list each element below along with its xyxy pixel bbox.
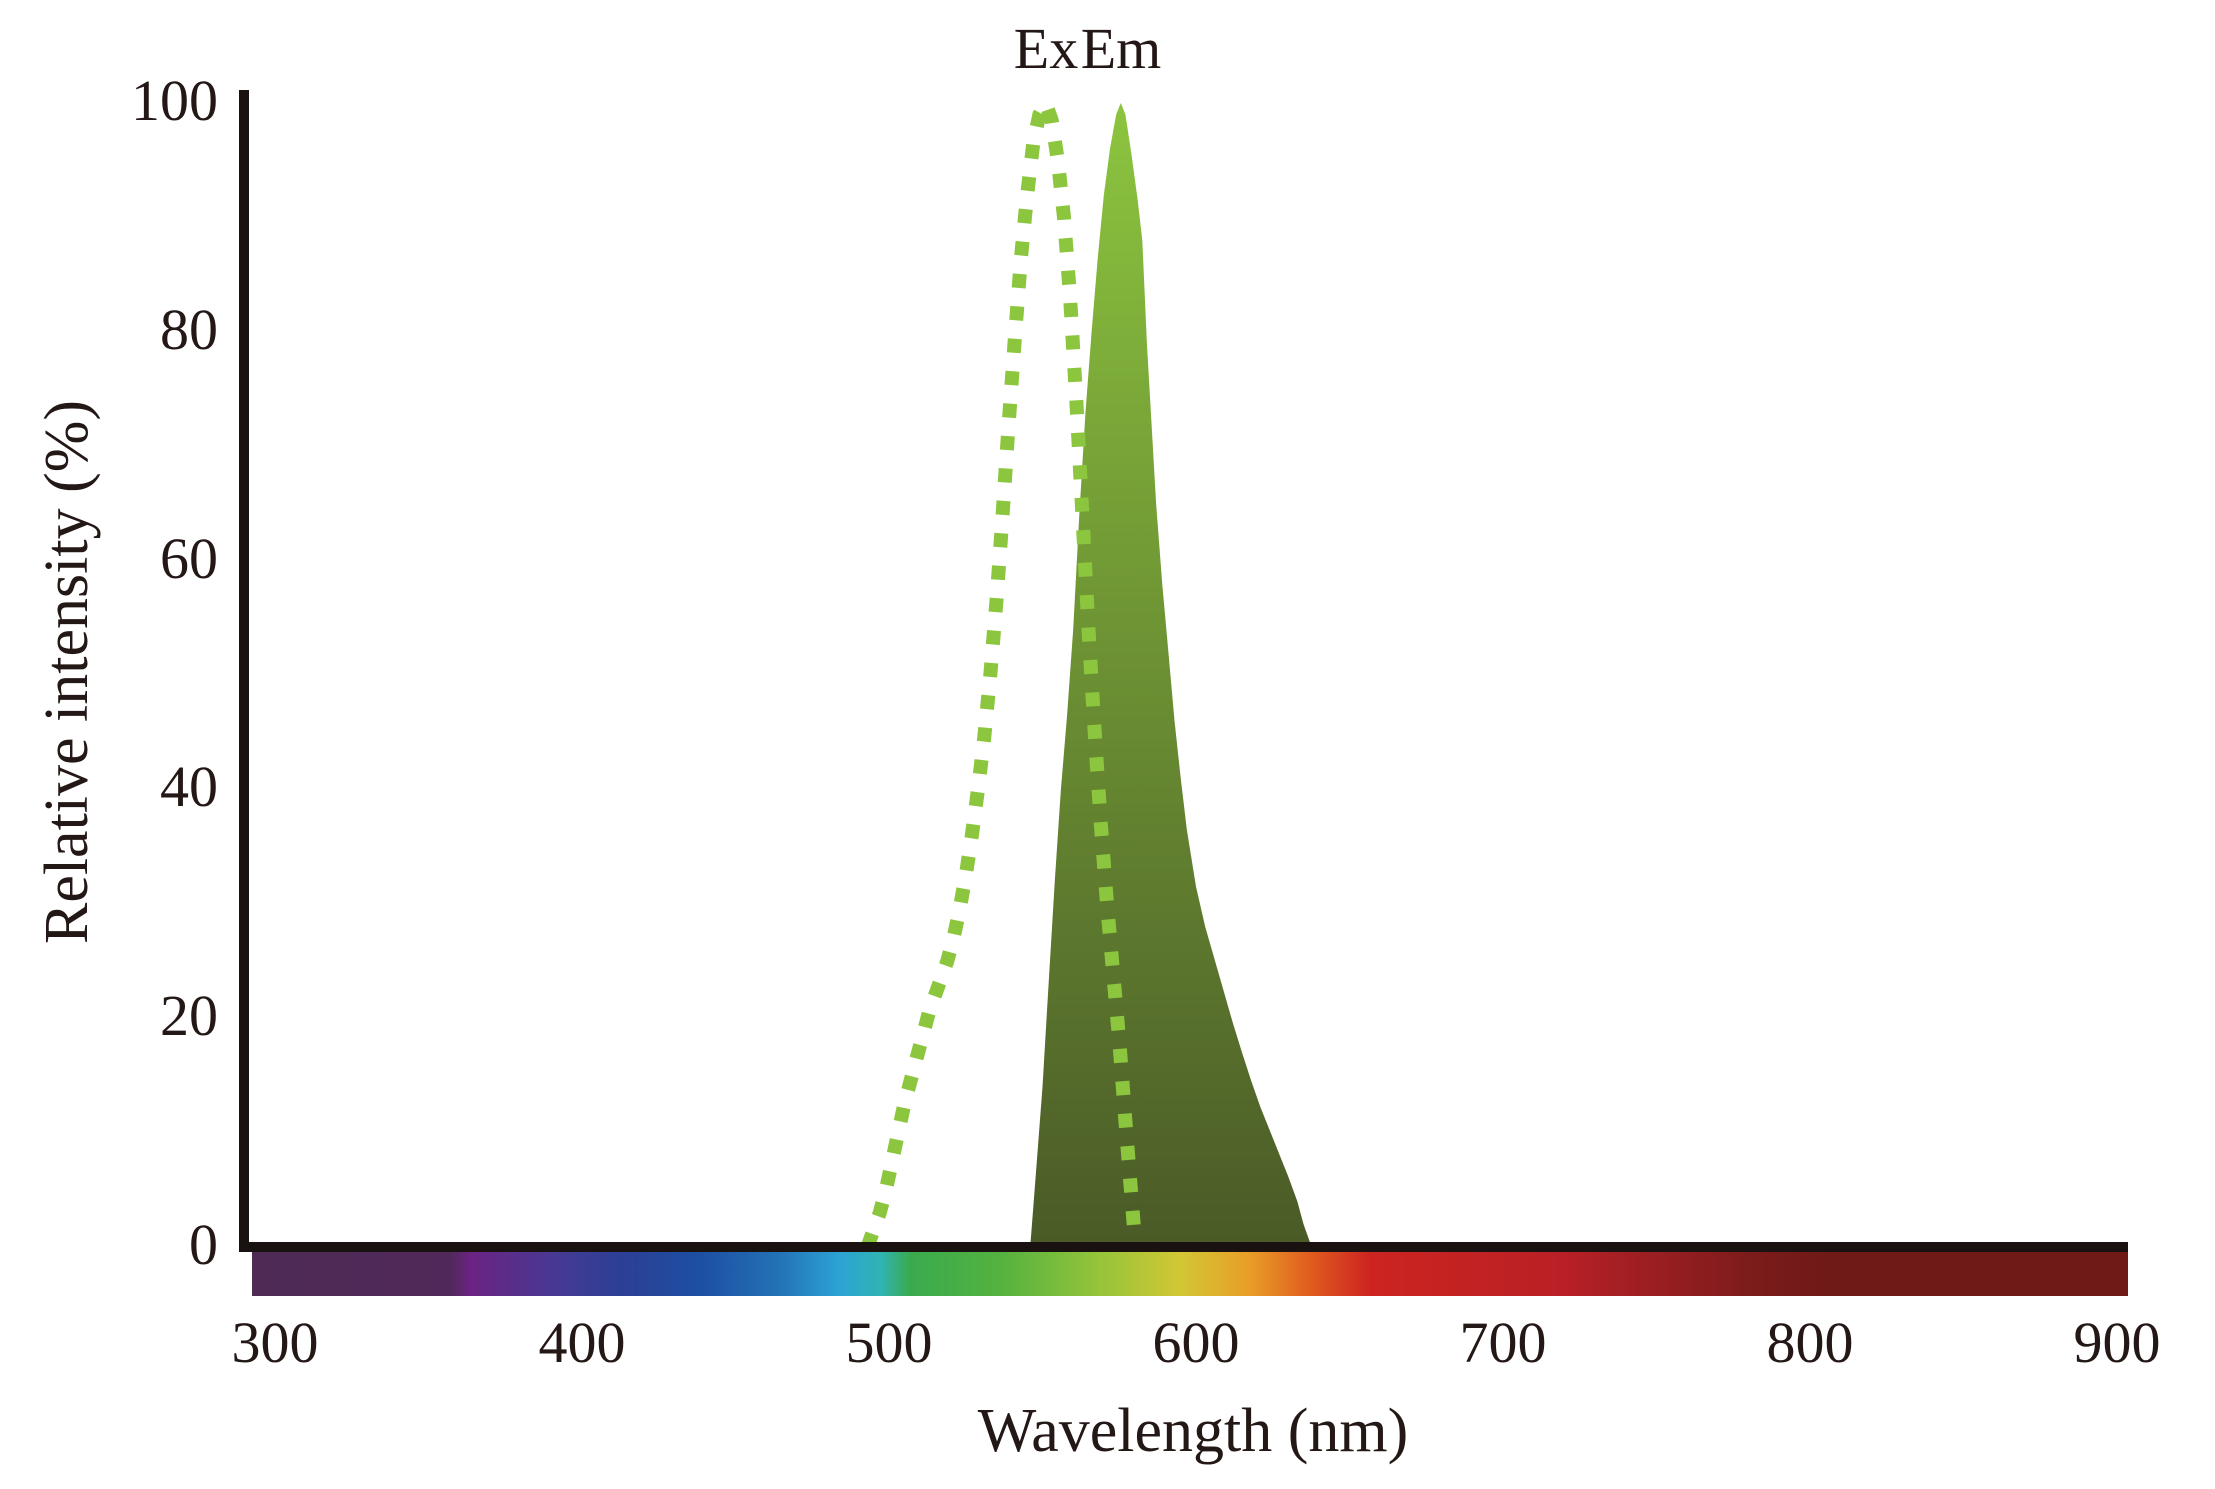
em-curve [1030,103,1313,1247]
x-axis-line [239,1242,2128,1252]
x-tick-label: 400 [538,1310,626,1375]
ex-curve [860,85,1144,1250]
y-tick-label: 100 [131,68,218,133]
y-tick-label: 20 [160,983,218,1049]
wavelength-spectrum-bar [252,1252,2128,1296]
em-series-label: Em [1080,16,1162,81]
x-axis-title: Wavelength (nm) [977,1397,1409,1465]
y-tick-label: 40 [160,754,218,820]
y-tick-label: 0 [189,1212,218,1277]
x-tick-label: 800 [1766,1310,1854,1375]
x-tick-label: 900 [2073,1310,2161,1375]
x-tick-label: 600 [1152,1310,1240,1375]
x-tick-label: 500 [845,1310,933,1375]
x-tick-label: 300 [231,1310,319,1375]
y-axis-line [239,90,249,1252]
y-tick-label: 80 [160,296,218,362]
y-tick-label: 60 [160,525,218,591]
y-axis-title: Relative intensity (%) [33,399,101,945]
x-tick-label: 700 [1459,1310,1547,1375]
ex-series-label: Ex [1013,16,1079,81]
